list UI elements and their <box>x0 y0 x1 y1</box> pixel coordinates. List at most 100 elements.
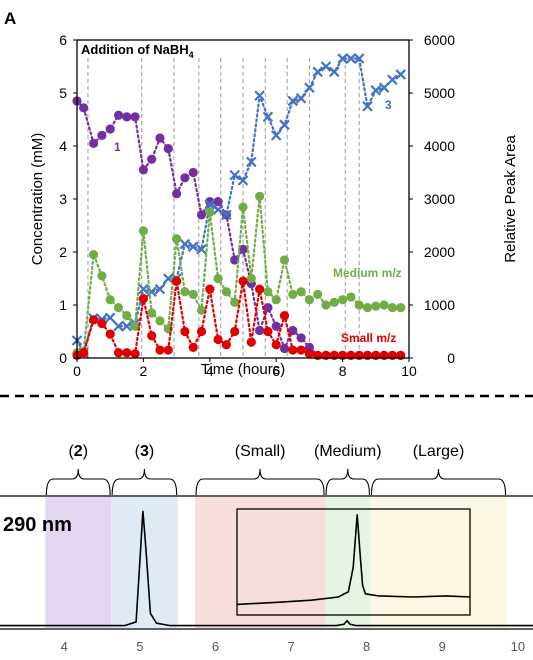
data-point <box>371 301 381 311</box>
data-point <box>337 53 348 64</box>
y-left-tick-label: 3 <box>59 191 67 207</box>
data-point <box>378 82 390 93</box>
data-point <box>255 191 265 201</box>
data-point <box>155 345 165 355</box>
x-tick-label: 10 <box>401 363 417 379</box>
data-point <box>238 244 248 254</box>
data-point <box>155 133 165 143</box>
y-right-tick-label: 1000 <box>424 297 455 313</box>
data-point <box>205 207 215 217</box>
region-band-0 <box>45 497 112 628</box>
data-point <box>263 303 273 313</box>
region-band-4 <box>370 497 507 628</box>
data-point <box>172 234 182 244</box>
data-point <box>345 53 357 64</box>
data-point <box>172 189 182 199</box>
data-point <box>387 74 398 86</box>
series-1 <box>71 53 406 358</box>
data-point <box>237 175 249 186</box>
data-point <box>230 297 240 307</box>
y-right-tick-label: 3000 <box>424 191 455 207</box>
y-left-tick-label: 5 <box>59 85 67 101</box>
y-left-tick-label: 4 <box>59 138 67 154</box>
region-label-1: (3) <box>135 443 155 460</box>
data-point <box>353 53 365 64</box>
region-label-2: (Small) <box>235 443 286 460</box>
data-point <box>113 110 124 120</box>
y-left-axis-ticks: 0 1 2 3 4 5 6 <box>59 32 77 366</box>
data-point <box>130 349 140 359</box>
data-point <box>362 100 373 112</box>
data-point <box>263 287 273 297</box>
chromatogram-x-tick-label: 9 <box>439 639 446 654</box>
data-point <box>104 312 116 323</box>
data-point <box>89 250 99 260</box>
data-point <box>122 311 132 321</box>
data-point <box>230 326 240 337</box>
region-band-3 <box>325 497 371 628</box>
inset-box <box>236 508 471 616</box>
region-braces <box>45 468 507 496</box>
data-point <box>304 349 314 359</box>
series-label-small: Small m/z <box>341 331 396 345</box>
data-point <box>279 343 290 354</box>
brace-2 <box>195 468 325 496</box>
data-point <box>105 329 115 339</box>
data-point <box>270 130 282 141</box>
data-point <box>288 325 298 336</box>
y-left-axis-label: Concentration (mM) <box>29 133 46 266</box>
region-label-4: (Large) <box>413 443 465 460</box>
wavelength-label: 290 nm <box>3 514 72 536</box>
data-point <box>205 197 215 207</box>
data-point <box>163 345 173 355</box>
data-point <box>230 255 240 265</box>
data-point <box>163 324 173 334</box>
data-point <box>147 154 157 164</box>
y-left-tick-label: 0 <box>59 350 67 366</box>
data-point <box>113 303 124 313</box>
chromatogram-x-tick-label: 4 <box>61 639 68 654</box>
panel-a-chart: A 0 2 4 6 8 10 0 1 2 3 4 5 6 0 1000 2000 3000 4000 5000 6… <box>4 9 519 379</box>
data-point <box>196 326 207 337</box>
data-point <box>196 244 207 255</box>
data-point <box>221 340 231 350</box>
data-point <box>271 321 281 331</box>
data-point <box>180 287 190 297</box>
data-point <box>163 273 174 284</box>
y-right-tick-label: 4000 <box>424 138 455 154</box>
data-point <box>255 284 265 294</box>
data-point <box>246 273 256 284</box>
data-point <box>187 241 199 252</box>
y-right-tick-label: 5000 <box>424 85 455 101</box>
data-point <box>188 167 198 178</box>
data-point <box>279 119 290 131</box>
data-point <box>147 331 157 341</box>
data-point <box>179 238 191 250</box>
data-point <box>346 292 356 302</box>
chromatogram-trace <box>0 510 533 627</box>
data-point <box>196 210 207 220</box>
x-axis-label: Time (hours) <box>201 361 285 378</box>
data-point <box>329 66 340 78</box>
data-point <box>370 85 382 96</box>
data-point <box>180 173 190 183</box>
region-label-0: (2) <box>68 443 88 460</box>
data-point <box>396 303 406 313</box>
data-point <box>354 300 364 310</box>
data-point <box>329 297 339 307</box>
series-layer <box>71 53 406 360</box>
annotation-label: Addition of NaBH4 <box>81 42 194 60</box>
data-point <box>97 318 107 329</box>
data-point <box>288 289 298 299</box>
data-point <box>312 66 323 78</box>
data-point <box>163 144 173 154</box>
data-point <box>320 61 332 72</box>
y-left-tick-label: 1 <box>59 297 67 313</box>
data-point <box>79 348 89 358</box>
brace-1 <box>111 468 178 496</box>
data-point <box>105 124 115 134</box>
data-point <box>238 202 248 212</box>
data-point <box>254 90 265 101</box>
data-point <box>97 130 107 140</box>
data-point <box>89 315 99 325</box>
